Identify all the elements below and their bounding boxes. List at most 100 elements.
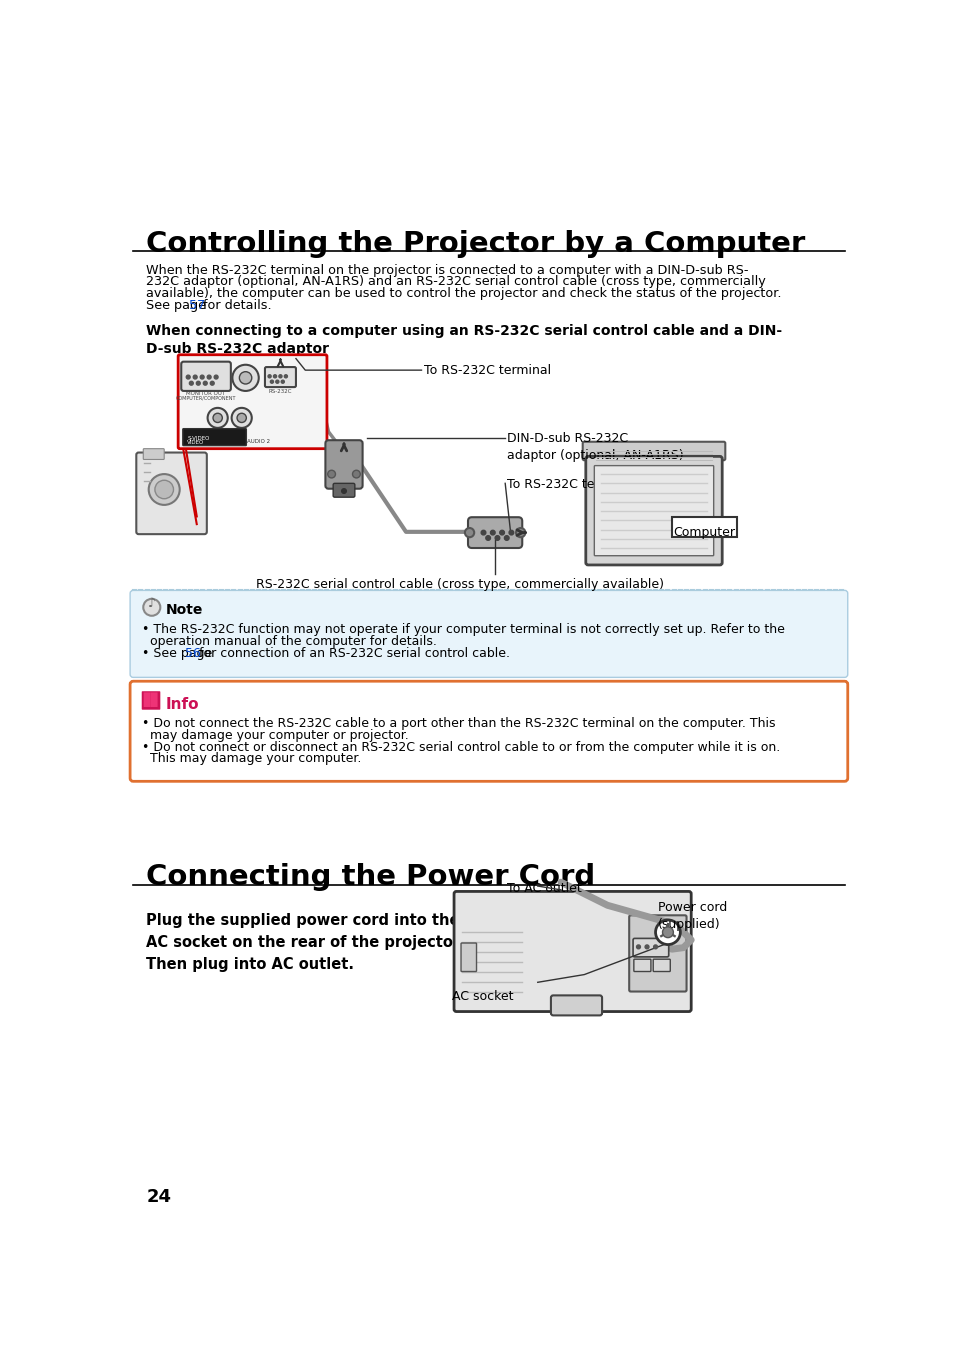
Text: RS-232C: RS-232C	[269, 388, 292, 393]
Circle shape	[495, 535, 499, 541]
FancyBboxPatch shape	[454, 891, 691, 1011]
Text: Power cord
(supplied): Power cord (supplied)	[658, 902, 726, 932]
Text: Note: Note	[166, 603, 203, 618]
Text: for details.: for details.	[199, 299, 272, 311]
Text: Computer: Computer	[673, 526, 735, 538]
Circle shape	[661, 927, 673, 938]
FancyBboxPatch shape	[333, 483, 355, 498]
Text: available), the computer can be used to control the projector and check the stat: available), the computer can be used to …	[146, 287, 781, 300]
Text: 24: 24	[146, 1188, 172, 1206]
Text: Info: Info	[166, 696, 199, 711]
FancyBboxPatch shape	[468, 518, 521, 548]
Ellipse shape	[120, 792, 212, 884]
Bar	[119, 784, 220, 884]
Text: • The RS-232C function may not operate if your computer terminal is not correctl: • The RS-232C function may not operate i…	[142, 623, 784, 635]
Circle shape	[275, 380, 278, 383]
Text: See page: See page	[146, 299, 211, 311]
Circle shape	[233, 365, 258, 391]
Circle shape	[207, 375, 211, 379]
Text: AC socket: AC socket	[452, 990, 514, 1003]
FancyBboxPatch shape	[144, 692, 151, 707]
Circle shape	[499, 530, 504, 535]
Text: COMPUTER/COMPONENT: COMPUTER/COMPONENT	[175, 396, 236, 400]
FancyBboxPatch shape	[130, 591, 847, 677]
Circle shape	[480, 530, 485, 535]
Circle shape	[284, 375, 287, 377]
Circle shape	[239, 372, 252, 384]
Circle shape	[214, 375, 218, 379]
Text: 232C adaptor (optional, AN-A1RS) and an RS-232C serial control cable (cross type: 232C adaptor (optional, AN-A1RS) and an …	[146, 276, 765, 288]
Circle shape	[149, 475, 179, 504]
FancyBboxPatch shape	[142, 691, 160, 710]
Text: Connecting the Power Cord: Connecting the Power Cord	[146, 863, 595, 891]
Text: To RS-232C terminal: To RS-232C terminal	[423, 364, 551, 377]
Text: When connecting to a computer using an RS-232C serial control cable and a DIN-
D: When connecting to a computer using an R…	[146, 324, 781, 357]
Circle shape	[504, 535, 509, 541]
Bar	[666, 923, 668, 927]
Circle shape	[274, 375, 276, 377]
Text: To AC outlet: To AC outlet	[506, 883, 581, 895]
Circle shape	[193, 375, 197, 379]
FancyBboxPatch shape	[151, 692, 157, 707]
Circle shape	[210, 381, 214, 385]
Circle shape	[636, 945, 639, 949]
Circle shape	[509, 530, 513, 535]
Text: ♪: ♪	[148, 598, 155, 610]
Circle shape	[516, 529, 525, 537]
Circle shape	[213, 414, 222, 423]
Circle shape	[186, 375, 190, 379]
Text: 56: 56	[185, 648, 201, 660]
Circle shape	[154, 480, 173, 499]
Text: This may damage your computer.: This may damage your computer.	[142, 752, 361, 765]
FancyBboxPatch shape	[181, 362, 231, 391]
Text: may damage your computer or projector.: may damage your computer or projector.	[142, 729, 409, 742]
Text: RS-232C serial control cable (cross type, commercially available): RS-232C serial control cable (cross type…	[256, 579, 663, 591]
Circle shape	[268, 375, 271, 377]
Circle shape	[328, 470, 335, 479]
Circle shape	[208, 408, 228, 427]
Text: • Do not connect the RS-232C cable to a port other than the RS-232C terminal on : • Do not connect the RS-232C cable to a …	[142, 718, 775, 730]
FancyBboxPatch shape	[629, 915, 686, 991]
Text: • Do not connect or disconnect an RS-232C serial control cable to or from the co: • Do not connect or disconnect an RS-232…	[142, 741, 780, 753]
FancyBboxPatch shape	[582, 442, 724, 460]
FancyBboxPatch shape	[633, 938, 668, 957]
Circle shape	[232, 408, 252, 427]
Circle shape	[236, 414, 246, 423]
FancyBboxPatch shape	[325, 441, 362, 488]
Circle shape	[281, 380, 284, 383]
FancyBboxPatch shape	[143, 449, 164, 460]
Text: When the RS-232C terminal on the projector is connected to a computer with a DIN: When the RS-232C terminal on the project…	[146, 264, 748, 277]
Text: • See page: • See page	[142, 648, 216, 660]
Circle shape	[341, 488, 346, 493]
Circle shape	[353, 470, 360, 479]
Circle shape	[644, 945, 648, 949]
FancyBboxPatch shape	[183, 429, 246, 446]
Circle shape	[655, 919, 679, 945]
Circle shape	[278, 375, 282, 377]
FancyBboxPatch shape	[136, 453, 207, 534]
Circle shape	[196, 381, 200, 385]
Text: VIDEO: VIDEO	[187, 441, 205, 445]
Text: S-VIDEO: S-VIDEO	[187, 435, 210, 441]
Circle shape	[143, 599, 160, 615]
Circle shape	[200, 375, 204, 379]
Text: for connection of an RS-232C serial control cable.: for connection of an RS-232C serial cont…	[194, 648, 509, 660]
Text: AUDIO 2: AUDIO 2	[247, 438, 270, 443]
FancyBboxPatch shape	[585, 457, 721, 565]
Bar	[119, 154, 220, 254]
Circle shape	[653, 945, 657, 949]
FancyBboxPatch shape	[633, 959, 650, 972]
Circle shape	[464, 529, 474, 537]
Circle shape	[203, 381, 207, 385]
Text: To RS-232C terminal: To RS-232C terminal	[506, 479, 633, 491]
Text: MONITOR OUT: MONITOR OUT	[186, 391, 225, 396]
Circle shape	[485, 535, 490, 541]
FancyBboxPatch shape	[653, 959, 670, 972]
FancyBboxPatch shape	[671, 518, 736, 537]
FancyBboxPatch shape	[460, 944, 476, 972]
FancyBboxPatch shape	[178, 354, 327, 449]
Text: 57: 57	[189, 299, 205, 311]
Bar	[659, 934, 663, 938]
Text: DIN-D-sub RS-232C
adaptor (optional, AN-A1RS): DIN-D-sub RS-232C adaptor (optional, AN-…	[506, 431, 682, 462]
FancyBboxPatch shape	[550, 995, 601, 1015]
